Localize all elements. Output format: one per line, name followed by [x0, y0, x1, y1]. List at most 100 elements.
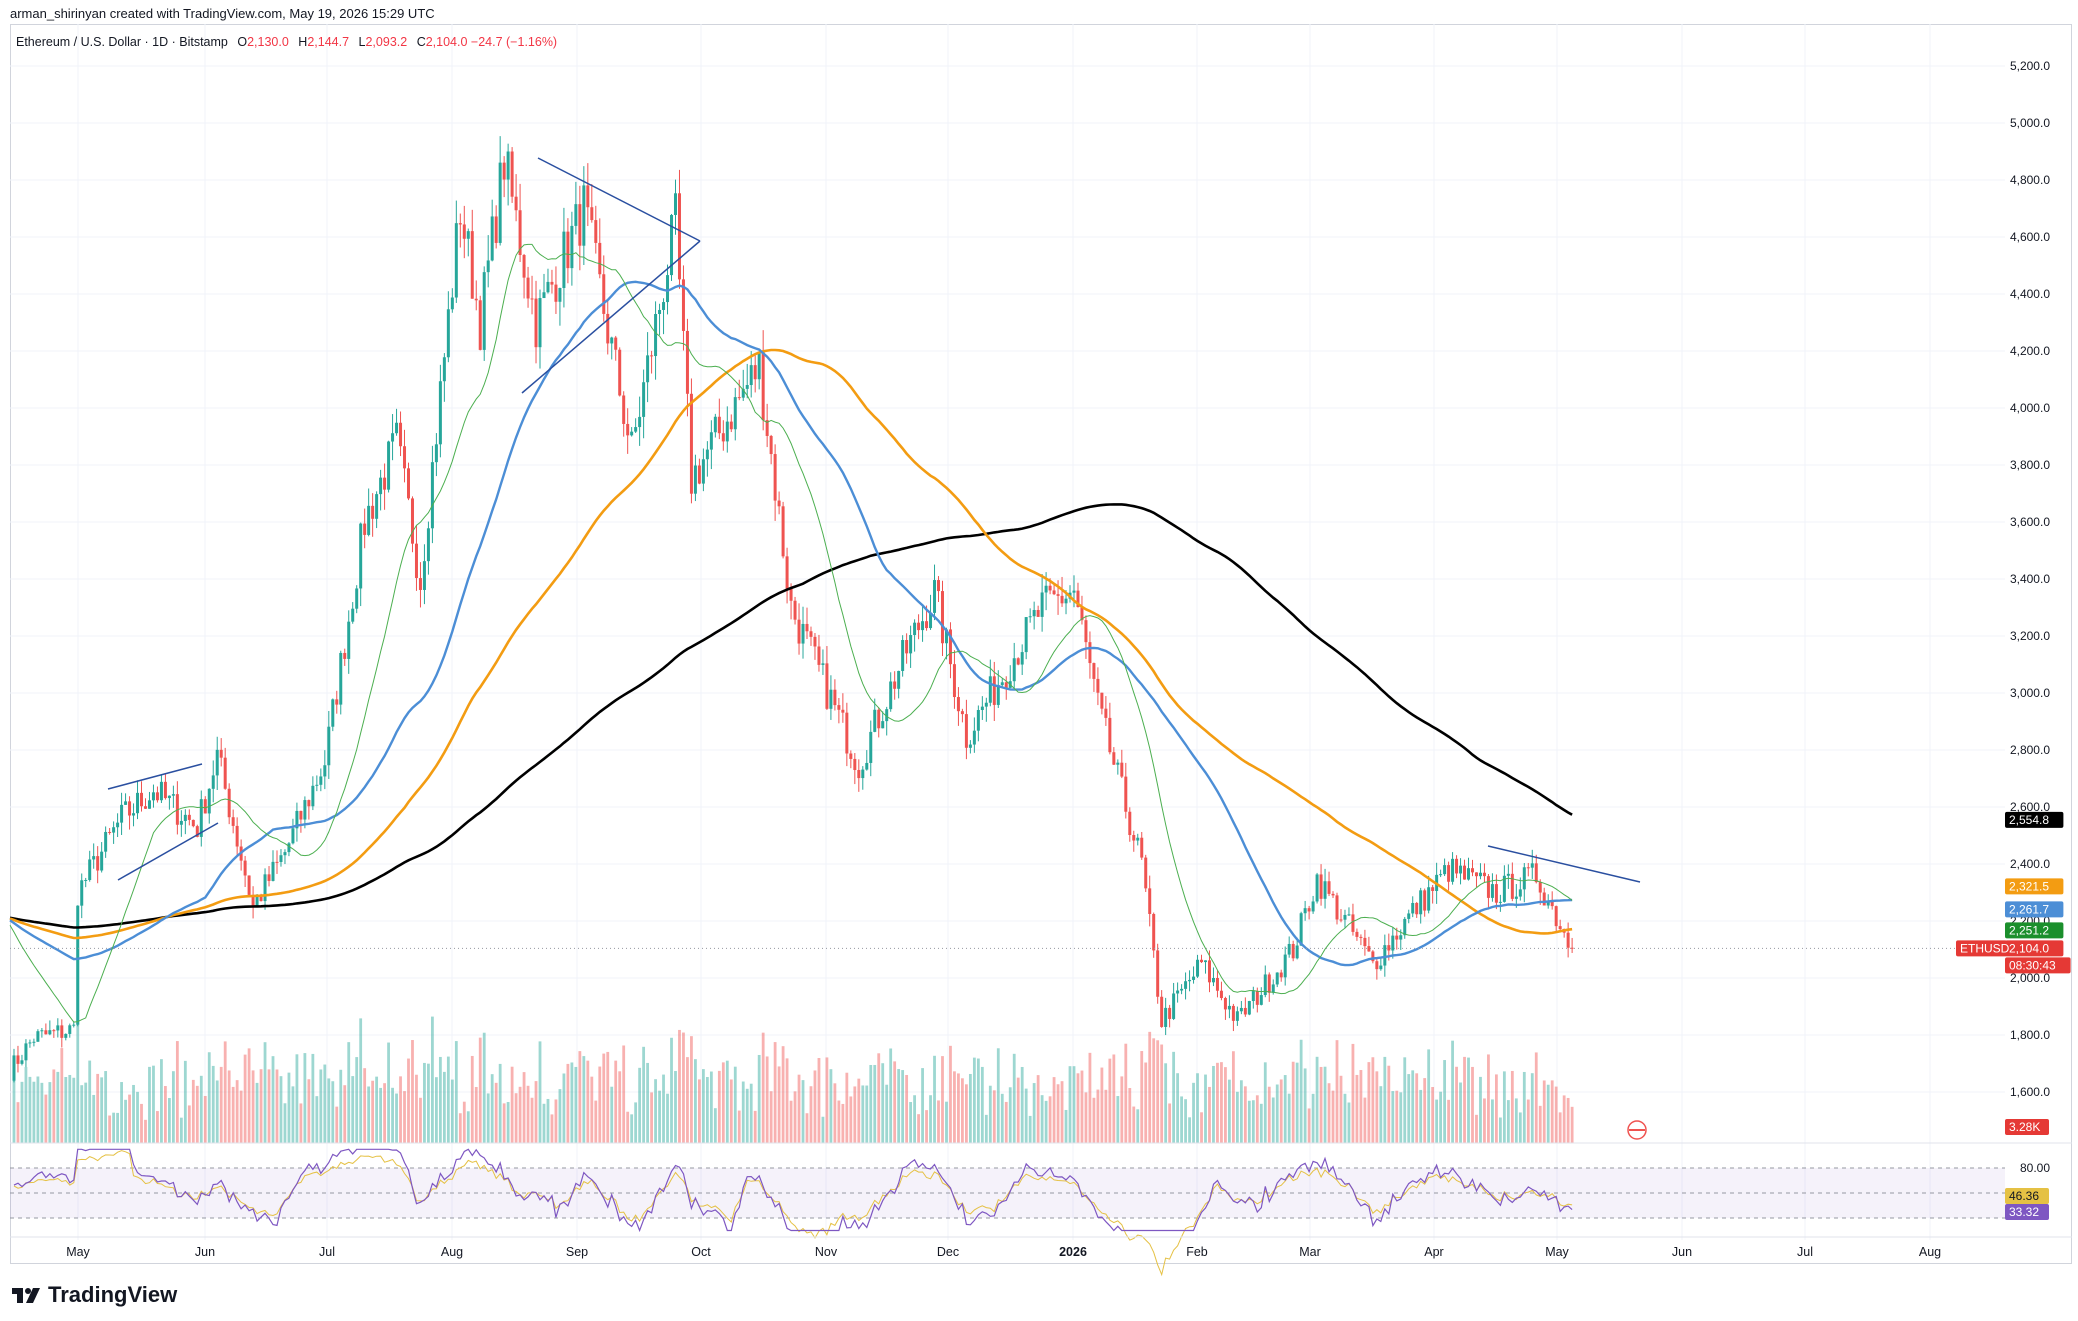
rsi-tick-label: 80.00 [2020, 1161, 2050, 1175]
volume-bar [395, 1093, 398, 1143]
volume-bar [1148, 1031, 1152, 1143]
candle-body [1132, 835, 1136, 841]
candle-body [905, 640, 909, 654]
volume-bar [1072, 1066, 1076, 1143]
volume-bar [996, 1048, 1000, 1143]
rsi-band [10, 1168, 2005, 1218]
volume-bar [1068, 1066, 1072, 1143]
volume-bar [606, 1051, 610, 1143]
volume-bar [1451, 1040, 1454, 1143]
candle-body [1327, 881, 1331, 894]
event-flag-icon[interactable] [1627, 1120, 1647, 1140]
candle-body [231, 817, 235, 826]
candle-body [1219, 990, 1223, 999]
volume-bar [638, 1067, 642, 1143]
volume-bar [1092, 1097, 1096, 1143]
volume-bar [769, 1091, 773, 1143]
volume-bar [1048, 1096, 1052, 1143]
candle-body [1100, 692, 1104, 709]
candle-body [964, 714, 968, 748]
candle-body [1482, 872, 1486, 877]
candle-body [1112, 752, 1116, 765]
candle-body [650, 355, 654, 357]
x-tick-label: May [66, 1245, 90, 1259]
volume-bar [462, 1101, 466, 1143]
volume-bar [705, 1077, 709, 1143]
candle-body [1486, 876, 1490, 898]
volume-bar [56, 1071, 60, 1143]
volume-bar [359, 1018, 363, 1143]
change-value: −24.7 (−1.16%) [470, 35, 558, 49]
candle-body [243, 860, 247, 876]
candle-body [1164, 1007, 1168, 1027]
volume-bar [1291, 1061, 1295, 1143]
volume-bar [598, 1066, 602, 1143]
volume-bar [789, 1100, 793, 1143]
candle-body [538, 298, 542, 348]
volume-bar [925, 1110, 928, 1143]
volume-bar [829, 1069, 833, 1143]
volume-bar [207, 1052, 211, 1143]
volume-bar [1196, 1073, 1199, 1143]
volume-bar [68, 1074, 72, 1143]
volume-bar [1028, 1115, 1032, 1143]
candle-body [1263, 974, 1267, 996]
volume-bar [961, 1078, 964, 1143]
volume-bar [1347, 1102, 1351, 1143]
candle-body [1176, 990, 1180, 994]
candle-body [546, 281, 550, 293]
volume-bar [1443, 1060, 1446, 1143]
volume-bar [861, 1085, 865, 1143]
candle-body [502, 162, 506, 180]
tradingview-logo[interactable]: TradingView [12, 1282, 177, 1308]
candle-body [1407, 913, 1411, 919]
candle-body [267, 874, 271, 881]
volume-bar [450, 1079, 454, 1143]
volume-bar [494, 1082, 498, 1143]
volume-bar [283, 1103, 287, 1143]
candle-body [689, 393, 693, 494]
volume-bar [1383, 1056, 1387, 1143]
volume-bar [474, 1086, 478, 1143]
volume-bar [1471, 1066, 1474, 1143]
volume-bar [490, 1074, 494, 1143]
candle-body [379, 477, 383, 495]
volume-bar [1491, 1099, 1494, 1143]
candle-body [1431, 887, 1435, 891]
volume-bar [1411, 1070, 1415, 1143]
candle-body [84, 879, 88, 881]
x-tick-label: Jun [1672, 1245, 1692, 1259]
candle-body [275, 861, 279, 863]
volume-bar [168, 1098, 171, 1143]
volume-bar [670, 1037, 673, 1143]
volume-bar [1112, 1054, 1116, 1143]
volume-bar [626, 1111, 630, 1143]
volume-bar [1012, 1053, 1016, 1143]
candle-body [534, 298, 538, 348]
symbol-label[interactable]: Ethereum / U.S. Dollar · 1D · Bitstamp [16, 35, 228, 49]
volume-bar [1140, 1051, 1144, 1143]
volume-bar [578, 1051, 582, 1143]
candle-body [933, 580, 937, 613]
y-tick-label: 1,800.0 [2010, 1028, 2050, 1042]
candle-body [299, 810, 303, 820]
volume-bar [805, 1113, 809, 1143]
candle-body [48, 1030, 52, 1035]
volume-bar [650, 1092, 653, 1143]
candle-body [1367, 946, 1371, 952]
volume-bar [777, 1066, 781, 1143]
candle-body [809, 631, 813, 637]
volume-bar [1008, 1087, 1012, 1143]
candle-body [1463, 865, 1467, 880]
open-key: O [237, 35, 248, 49]
volume-bar [44, 1094, 48, 1143]
volume-bar [219, 1066, 223, 1143]
candle-body [530, 298, 534, 300]
volume-bar [698, 1079, 701, 1143]
candle-body [355, 588, 359, 609]
volume-bar [837, 1100, 841, 1143]
volume-bar [199, 1075, 203, 1143]
candle-body [881, 721, 885, 729]
volume-bar [136, 1091, 139, 1143]
